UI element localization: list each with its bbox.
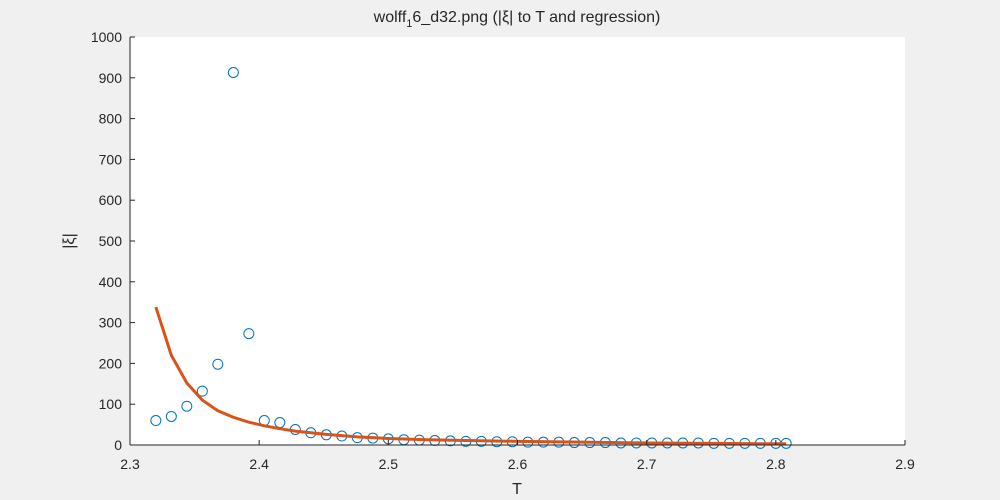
data-point <box>227 66 239 78</box>
x-tick-label: 2.5 <box>379 456 399 472</box>
chart-title-subscript: 1 <box>406 18 412 30</box>
y-tick-label: 200 <box>99 355 123 371</box>
x-tick-label: 2.7 <box>637 456 657 472</box>
y-tick-label: 300 <box>99 315 123 331</box>
y-tick-label: 800 <box>99 111 123 127</box>
y-axis-label: |ξ| <box>61 233 78 248</box>
y-tick-label: 0 <box>114 437 122 453</box>
chart-marks <box>150 66 792 449</box>
y-tick-label: 600 <box>99 192 123 208</box>
y-tick-label: 1000 <box>91 29 122 45</box>
x-tick-label: 2.8 <box>766 456 786 472</box>
y-tick-label: 100 <box>99 396 123 412</box>
data-point <box>165 410 177 422</box>
y-tick-label: 400 <box>99 274 123 290</box>
data-point <box>212 358 224 370</box>
y-tick-label: 900 <box>99 70 123 86</box>
x-tick-label: 2.9 <box>895 456 915 472</box>
y-tick-label: 500 <box>99 233 123 249</box>
data-point <box>243 328 255 340</box>
x-tick-label: 2.4 <box>249 456 269 472</box>
y-tick-label: 700 <box>99 151 123 167</box>
data-point <box>196 385 208 397</box>
chart-title: wolff16_d32.png (|ξ| to T and regression… <box>373 9 661 30</box>
x-tick-label: 2.3 <box>120 456 140 472</box>
x-axis-label: T <box>512 481 522 498</box>
regression-line <box>154 306 787 446</box>
axes: 2.3 2.4 2.5 2.6 2.7 2.8 2.9 0 100 200 300 400 500 600… <box>91 29 915 472</box>
data-point <box>150 415 162 427</box>
x-tick-label: 2.6 <box>508 456 528 472</box>
data-point <box>181 400 193 412</box>
plot-area <box>130 37 905 445</box>
